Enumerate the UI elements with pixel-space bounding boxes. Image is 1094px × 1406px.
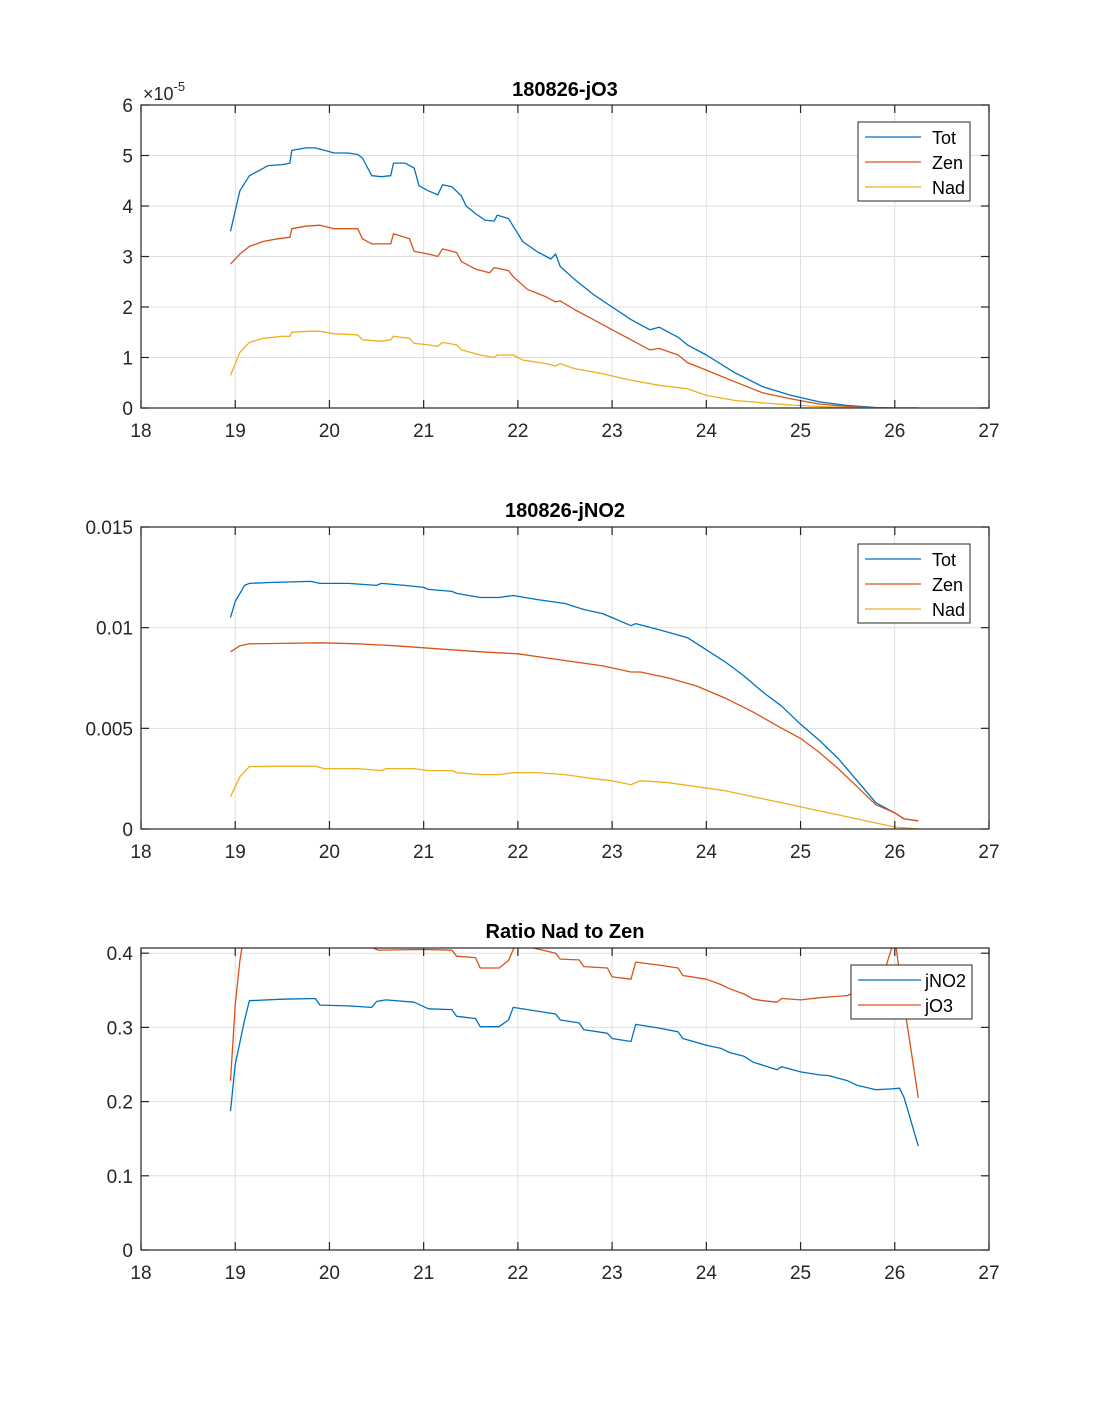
legend-label-zen: Zen: [932, 153, 963, 173]
y-tick-label: 1: [122, 349, 133, 370]
exponent-power: -5: [174, 79, 186, 94]
chart-title: Ratio Nad to Zen: [486, 921, 645, 943]
x-tick-label: 24: [696, 842, 718, 863]
y-tick-label: 0: [122, 820, 133, 841]
x-tick-label: 20: [319, 421, 340, 442]
y-tick-label: 3: [122, 248, 133, 269]
x-tick-label: 18: [130, 842, 151, 863]
legend-label-nad: Nad: [932, 600, 965, 620]
axes-box: [140, 947, 990, 1251]
legend[interactable]: jNO2 jO3: [850, 964, 973, 1020]
series-lines: [229, 147, 919, 408]
legend-label-tot: Tot: [932, 128, 956, 148]
series-line-nad: [229, 765, 919, 829]
x-tick-label: 22: [507, 1263, 528, 1284]
legend-label-nad: Nad: [932, 178, 965, 198]
x-tick-label: 24: [696, 1263, 718, 1284]
x-tick-label: 26: [884, 421, 905, 442]
plot-area: [141, 948, 989, 1250]
x-tick-label: 25: [790, 842, 811, 863]
series-line-zen: [230, 642, 919, 822]
ticks: 18 19 20 21 22 23 24 25 26 27 0 0.1 0.2 0.3 0.4: [107, 944, 1000, 1284]
series-line-tot: [229, 580, 919, 822]
subplot-jno2: 18 19 20 21 22 23 24 25 26 27 0 0.005 0.01 0.015 1808…: [85, 500, 999, 863]
x-tick-label: 23: [602, 1263, 623, 1284]
axes-box: [140, 526, 990, 830]
y-tick-label: 0.01: [96, 619, 133, 640]
x-tick-label: 26: [884, 842, 905, 863]
x-tick-label: 23: [602, 421, 623, 442]
subplot-ratio: 18 19 20 21 22 23 24 25 26 27 0 0.1 0.2 0.3 0.4 Ratio …: [107, 921, 1000, 1284]
legend[interactable]: Tot Zen Nad: [857, 543, 971, 624]
ticks: 18 19 20 21 22 23 24 25 26 27 0 0.005 0.01 0.015: [85, 518, 999, 863]
x-tick-label: 19: [225, 1263, 246, 1284]
x-tick-label: 21: [413, 1263, 434, 1284]
x-tick-label: 26: [884, 1263, 905, 1284]
chart-title: 180826-jNO2: [505, 500, 625, 522]
series-line-tot: [229, 147, 919, 408]
y-tick-label: 0.1: [107, 1167, 133, 1188]
exponent-label: ×10-5: [143, 79, 185, 104]
legend-box: [850, 964, 973, 1020]
y-tick-label: 0.3: [107, 1018, 133, 1039]
series-line-jno2: [229, 997, 919, 1147]
x-tick-label: 20: [319, 842, 340, 863]
x-tick-label: 25: [790, 421, 811, 442]
y-tick-label: 6: [122, 96, 133, 117]
y-tick-label: 0: [122, 399, 133, 420]
series-lines: [229, 948, 919, 1147]
series-line-jo3: [229, 948, 919, 1098]
legend-label-zen: Zen: [932, 575, 963, 595]
exponent-base: ×10: [143, 84, 174, 104]
y-tick-label: 5: [122, 147, 133, 168]
x-tick-label: 19: [225, 421, 246, 442]
x-tick-label: 22: [507, 421, 528, 442]
y-tick-label: 2: [122, 298, 133, 319]
series-lines: [229, 580, 919, 829]
chart-title: 180826-jO3: [512, 79, 618, 101]
series-line-zen: [230, 224, 919, 408]
x-tick-label: 27: [978, 1263, 999, 1284]
y-tick-label: 0.4: [107, 944, 134, 965]
y-tick-label: 4: [122, 197, 133, 218]
plot-area: [141, 527, 989, 829]
x-tick-label: 19: [225, 842, 246, 863]
x-tick-label: 25: [790, 1263, 811, 1284]
y-tick-label: 0: [122, 1241, 133, 1262]
legend[interactable]: Tot Zen Nad: [857, 121, 971, 202]
series-line-nad: [229, 330, 919, 408]
x-tick-label: 27: [978, 842, 999, 863]
y-tick-label: 0.2: [107, 1093, 133, 1114]
x-tick-label: 18: [130, 421, 151, 442]
x-tick-label: 18: [130, 1263, 151, 1284]
grid: [141, 948, 989, 1250]
legend-label-jo3: jO3: [924, 996, 953, 1016]
y-tick-label: 0.015: [85, 518, 133, 539]
x-tick-label: 24: [696, 421, 718, 442]
x-tick-label: 21: [413, 842, 434, 863]
grid: [141, 527, 989, 829]
x-tick-label: 27: [978, 421, 999, 442]
x-tick-label: 20: [319, 1263, 340, 1284]
legend-label-tot: Tot: [932, 550, 956, 570]
legend-label-jno2: jNO2: [924, 971, 966, 991]
y-tick-label: 0.005: [85, 719, 133, 740]
x-tick-label: 23: [602, 842, 623, 863]
x-tick-label: 22: [507, 842, 528, 863]
x-tick-label: 21: [413, 421, 434, 442]
